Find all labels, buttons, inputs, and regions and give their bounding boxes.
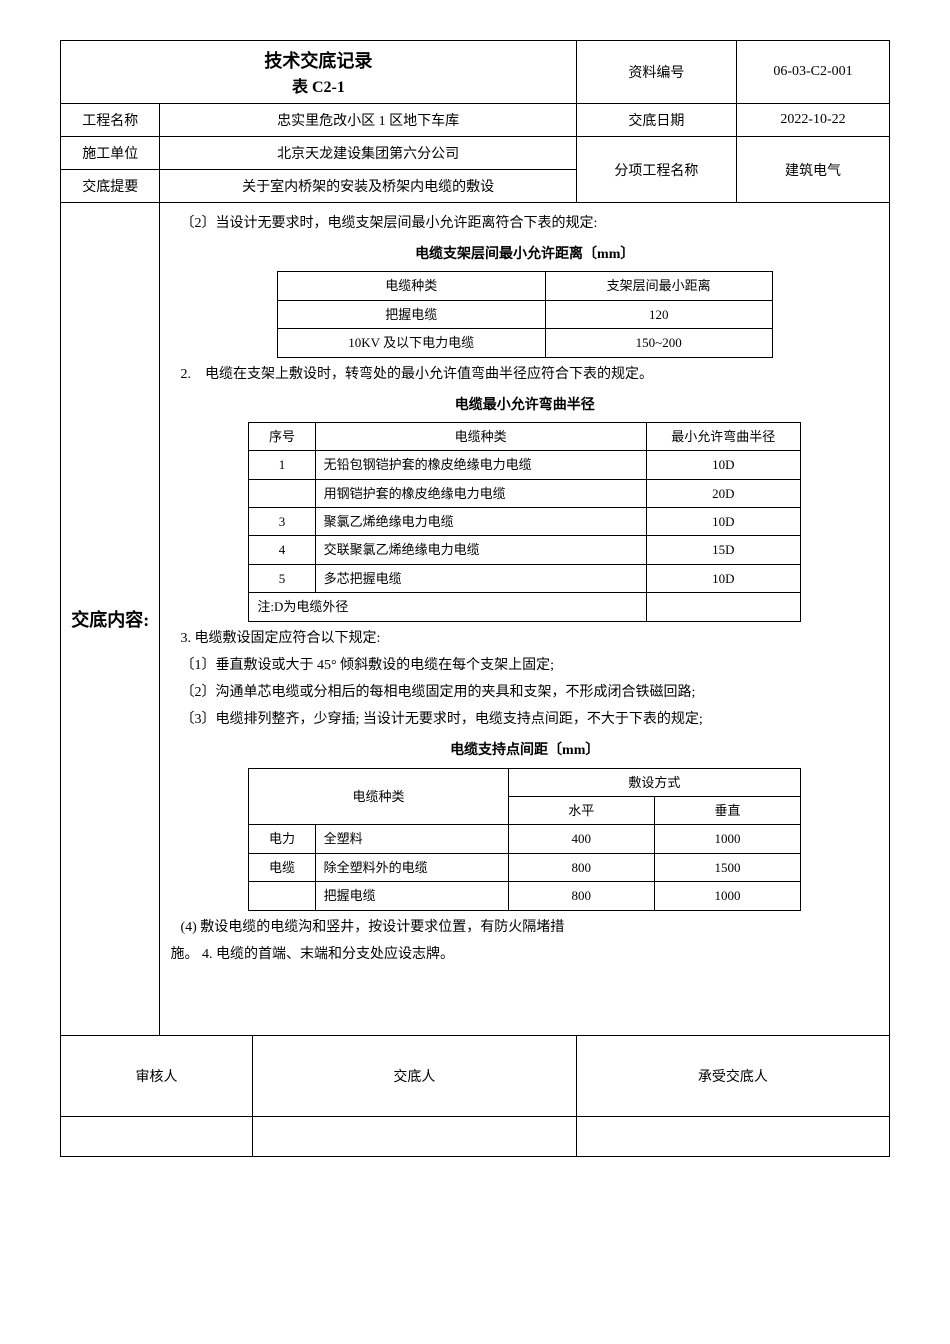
- summary-value: 关于室内桥架的安装及桥架内电缆的敷设: [160, 170, 576, 203]
- t2-r1c1: 1: [249, 451, 315, 479]
- unit-label: 施工单位: [61, 137, 160, 170]
- t2-r3c3: 10D: [646, 508, 800, 536]
- empty-cell: [61, 1116, 253, 1156]
- content-body: 〔2〕当设计无要求时，电缆支架层间最小允许距离符合下表的规定: 电缆支架层间最小…: [160, 203, 890, 1036]
- t2-r3c2: 聚氯乙烯绝缘电力电缆: [315, 508, 646, 536]
- unit-value: 北京天龙建设集团第六分公司: [160, 137, 576, 170]
- content-line3: 3. 电缆敷设固定应符合以下规定:: [170, 626, 879, 651]
- t2-r1c2: 无铅包钢铠护套的橡皮绝缘电力电缆: [315, 451, 646, 479]
- t3-sh2: 垂直: [654, 796, 800, 824]
- table-row: 把握电缆 800 1000: [249, 882, 801, 910]
- t1-h2: 支架层间最小距离: [545, 272, 772, 300]
- t1-h1: 电缆种类: [277, 272, 545, 300]
- t2-r3c1: 3: [249, 508, 315, 536]
- content-line2: 2. 电缆在支架上敷设时，转弯处的最小允许值弯曲半径应符合下表的规定。: [170, 362, 879, 387]
- t2-h2: 电缆种类: [315, 422, 646, 450]
- table-row: 注:D为电缆外径: [249, 593, 801, 621]
- table3-title: 电缆支持点间距〔mm〕: [170, 738, 879, 763]
- t1-r2c1: 10KV 及以下电力电缆: [277, 329, 545, 357]
- sign-presenter: 交底人: [252, 1035, 576, 1116]
- content-line3-3: 〔3〕电缆排列整齐，少穿插; 当设计无要求时，电缆支持点间距，不大于下表的规定;: [170, 707, 879, 732]
- sign-reviewer: 审核人: [61, 1035, 253, 1116]
- table1: 电缆种类 支架层间最小距离 把握电缆 120 10KV 及以下电力电缆 150~…: [277, 271, 773, 357]
- content-line4-suffix: 施。 4. 电缆的首端、末端和分支处应设志牌。: [170, 942, 879, 967]
- t2-note: 注:D为电缆外径: [249, 593, 646, 621]
- t2-r4c1: 4: [249, 536, 315, 564]
- empty-signature-row: [61, 1116, 890, 1156]
- t3-h1: 电缆种类: [249, 768, 508, 825]
- table-row: 把握电缆 120: [277, 300, 772, 328]
- table2-title: 电缆最小允许弯曲半径: [170, 393, 879, 418]
- t1-r1c2: 120: [545, 300, 772, 328]
- doc-subtitle: 表 C2-1: [71, 73, 566, 97]
- doc-title-cell: 技术交底记录 表 C2-1: [61, 41, 577, 104]
- line2-prefix: 2.: [180, 367, 191, 382]
- t2-r1c3: 10D: [646, 451, 800, 479]
- table1-title: 电缆支架层间最小允许距离〔mm〕: [170, 242, 879, 267]
- t1-r1c1: 把握电缆: [277, 300, 545, 328]
- t3-r1c2: 全塑料: [315, 825, 508, 853]
- sign-receiver: 承受交底人: [576, 1035, 889, 1116]
- doc-num: 06-03-C2-001: [736, 41, 889, 104]
- t2-h3: 最小允许弯曲半径: [646, 422, 800, 450]
- doc-title: 技术交底记录: [71, 47, 566, 73]
- date-value: 2022-10-22: [736, 104, 889, 137]
- t2-note-empty: [646, 593, 800, 621]
- empty-cell: [576, 1116, 889, 1156]
- project-name: 忠实里危改小区 1 区地下车库: [160, 104, 576, 137]
- subproject-label: 分项工程名称: [576, 137, 736, 203]
- table-row: 4 交联聚氯乙烯绝缘电力电缆 15D: [249, 536, 801, 564]
- t3-r3c3: 800: [508, 882, 654, 910]
- t3-r2c1: 电缆: [249, 853, 315, 881]
- table-row: 1 无铅包钢铠护套的橡皮绝缘电力电缆 10D: [249, 451, 801, 479]
- t3-sh1: 水平: [508, 796, 654, 824]
- table-row: 电缆种类 敷设方式: [249, 768, 801, 796]
- doc-num-label: 资料编号: [576, 41, 736, 104]
- table-row: 用钢铠护套的橡皮绝缘电力电缆 20D: [249, 479, 801, 507]
- t2-r5c2: 多芯把握电缆: [315, 564, 646, 592]
- main-document-table: 技术交底记录 表 C2-1 资料编号 06-03-C2-001 工程名称 忠实里…: [60, 40, 890, 1157]
- signature-row: 审核人 交底人 承受交底人: [61, 1035, 890, 1116]
- t2-r2c3: 20D: [646, 479, 800, 507]
- t3-r3c1: [249, 882, 315, 910]
- subproject-value: 建筑电气: [736, 137, 889, 203]
- t2-r2c1: [249, 479, 315, 507]
- t3-r2c2: 除全塑料外的电缆: [315, 853, 508, 881]
- content-label: 交底内容:: [61, 203, 160, 1036]
- t3-r2c3: 800: [508, 853, 654, 881]
- line2-text: 电缆在支架上敷设时，转弯处的最小允许值弯曲半径应符合下表的规定。: [205, 367, 653, 382]
- table-row: 5 多芯把握电缆 10D: [249, 564, 801, 592]
- content-line4: (4) 敷设电缆的电缆沟和竖井，按设计要求位置，有防火隔堵措: [170, 915, 879, 940]
- t2-r4c3: 15D: [646, 536, 800, 564]
- table-row: 10KV 及以下电力电缆 150~200: [277, 329, 772, 357]
- table-row: 电缆种类 支架层间最小距离: [277, 272, 772, 300]
- date-label: 交底日期: [576, 104, 736, 137]
- t3-h2: 敷设方式: [508, 768, 800, 796]
- t3-r3c2: 把握电缆: [315, 882, 508, 910]
- t3-r1c4: 1000: [654, 825, 800, 853]
- empty-cell: [252, 1116, 576, 1156]
- table2: 序号 电缆种类 最小允许弯曲半径 1 无铅包钢铠护套的橡皮绝缘电力电缆 10D …: [248, 422, 801, 622]
- table-row: 电力 全塑料 400 1000: [249, 825, 801, 853]
- t3-r3c4: 1000: [654, 882, 800, 910]
- content-line3-2: 〔2〕沟通单芯电缆或分相后的每相电缆固定用的夹具和支架，不形成闭合铁磁回路;: [170, 680, 879, 705]
- table-row: 电缆 除全塑料外的电缆 800 1500: [249, 853, 801, 881]
- t2-r4c2: 交联聚氯乙烯绝缘电力电缆: [315, 536, 646, 564]
- table-row: 序号 电缆种类 最小允许弯曲半径: [249, 422, 801, 450]
- t3-r2c4: 1500: [654, 853, 800, 881]
- t2-r5c3: 10D: [646, 564, 800, 592]
- t2-h1: 序号: [249, 422, 315, 450]
- table3: 电缆种类 敷设方式 水平 垂直 电力 全塑料 400 1000 电缆 除全塑料外…: [248, 768, 801, 911]
- table-row: 3 聚氯乙烯绝缘电力电缆 10D: [249, 508, 801, 536]
- t3-r1c1: 电力: [249, 825, 315, 853]
- t2-r5c1: 5: [249, 564, 315, 592]
- content-line3-1: 〔1〕垂直敷设或大于 45° 倾斜敷设的电缆在每个支架上固定;: [170, 653, 879, 678]
- spacer: [170, 969, 879, 1029]
- content-line1: 〔2〕当设计无要求时，电缆支架层间最小允许距离符合下表的规定:: [170, 211, 879, 236]
- t3-r1c3: 400: [508, 825, 654, 853]
- project-name-label: 工程名称: [61, 104, 160, 137]
- summary-label: 交底提要: [61, 170, 160, 203]
- t1-r2c2: 150~200: [545, 329, 772, 357]
- t2-r2c2: 用钢铠护套的橡皮绝缘电力电缆: [315, 479, 646, 507]
